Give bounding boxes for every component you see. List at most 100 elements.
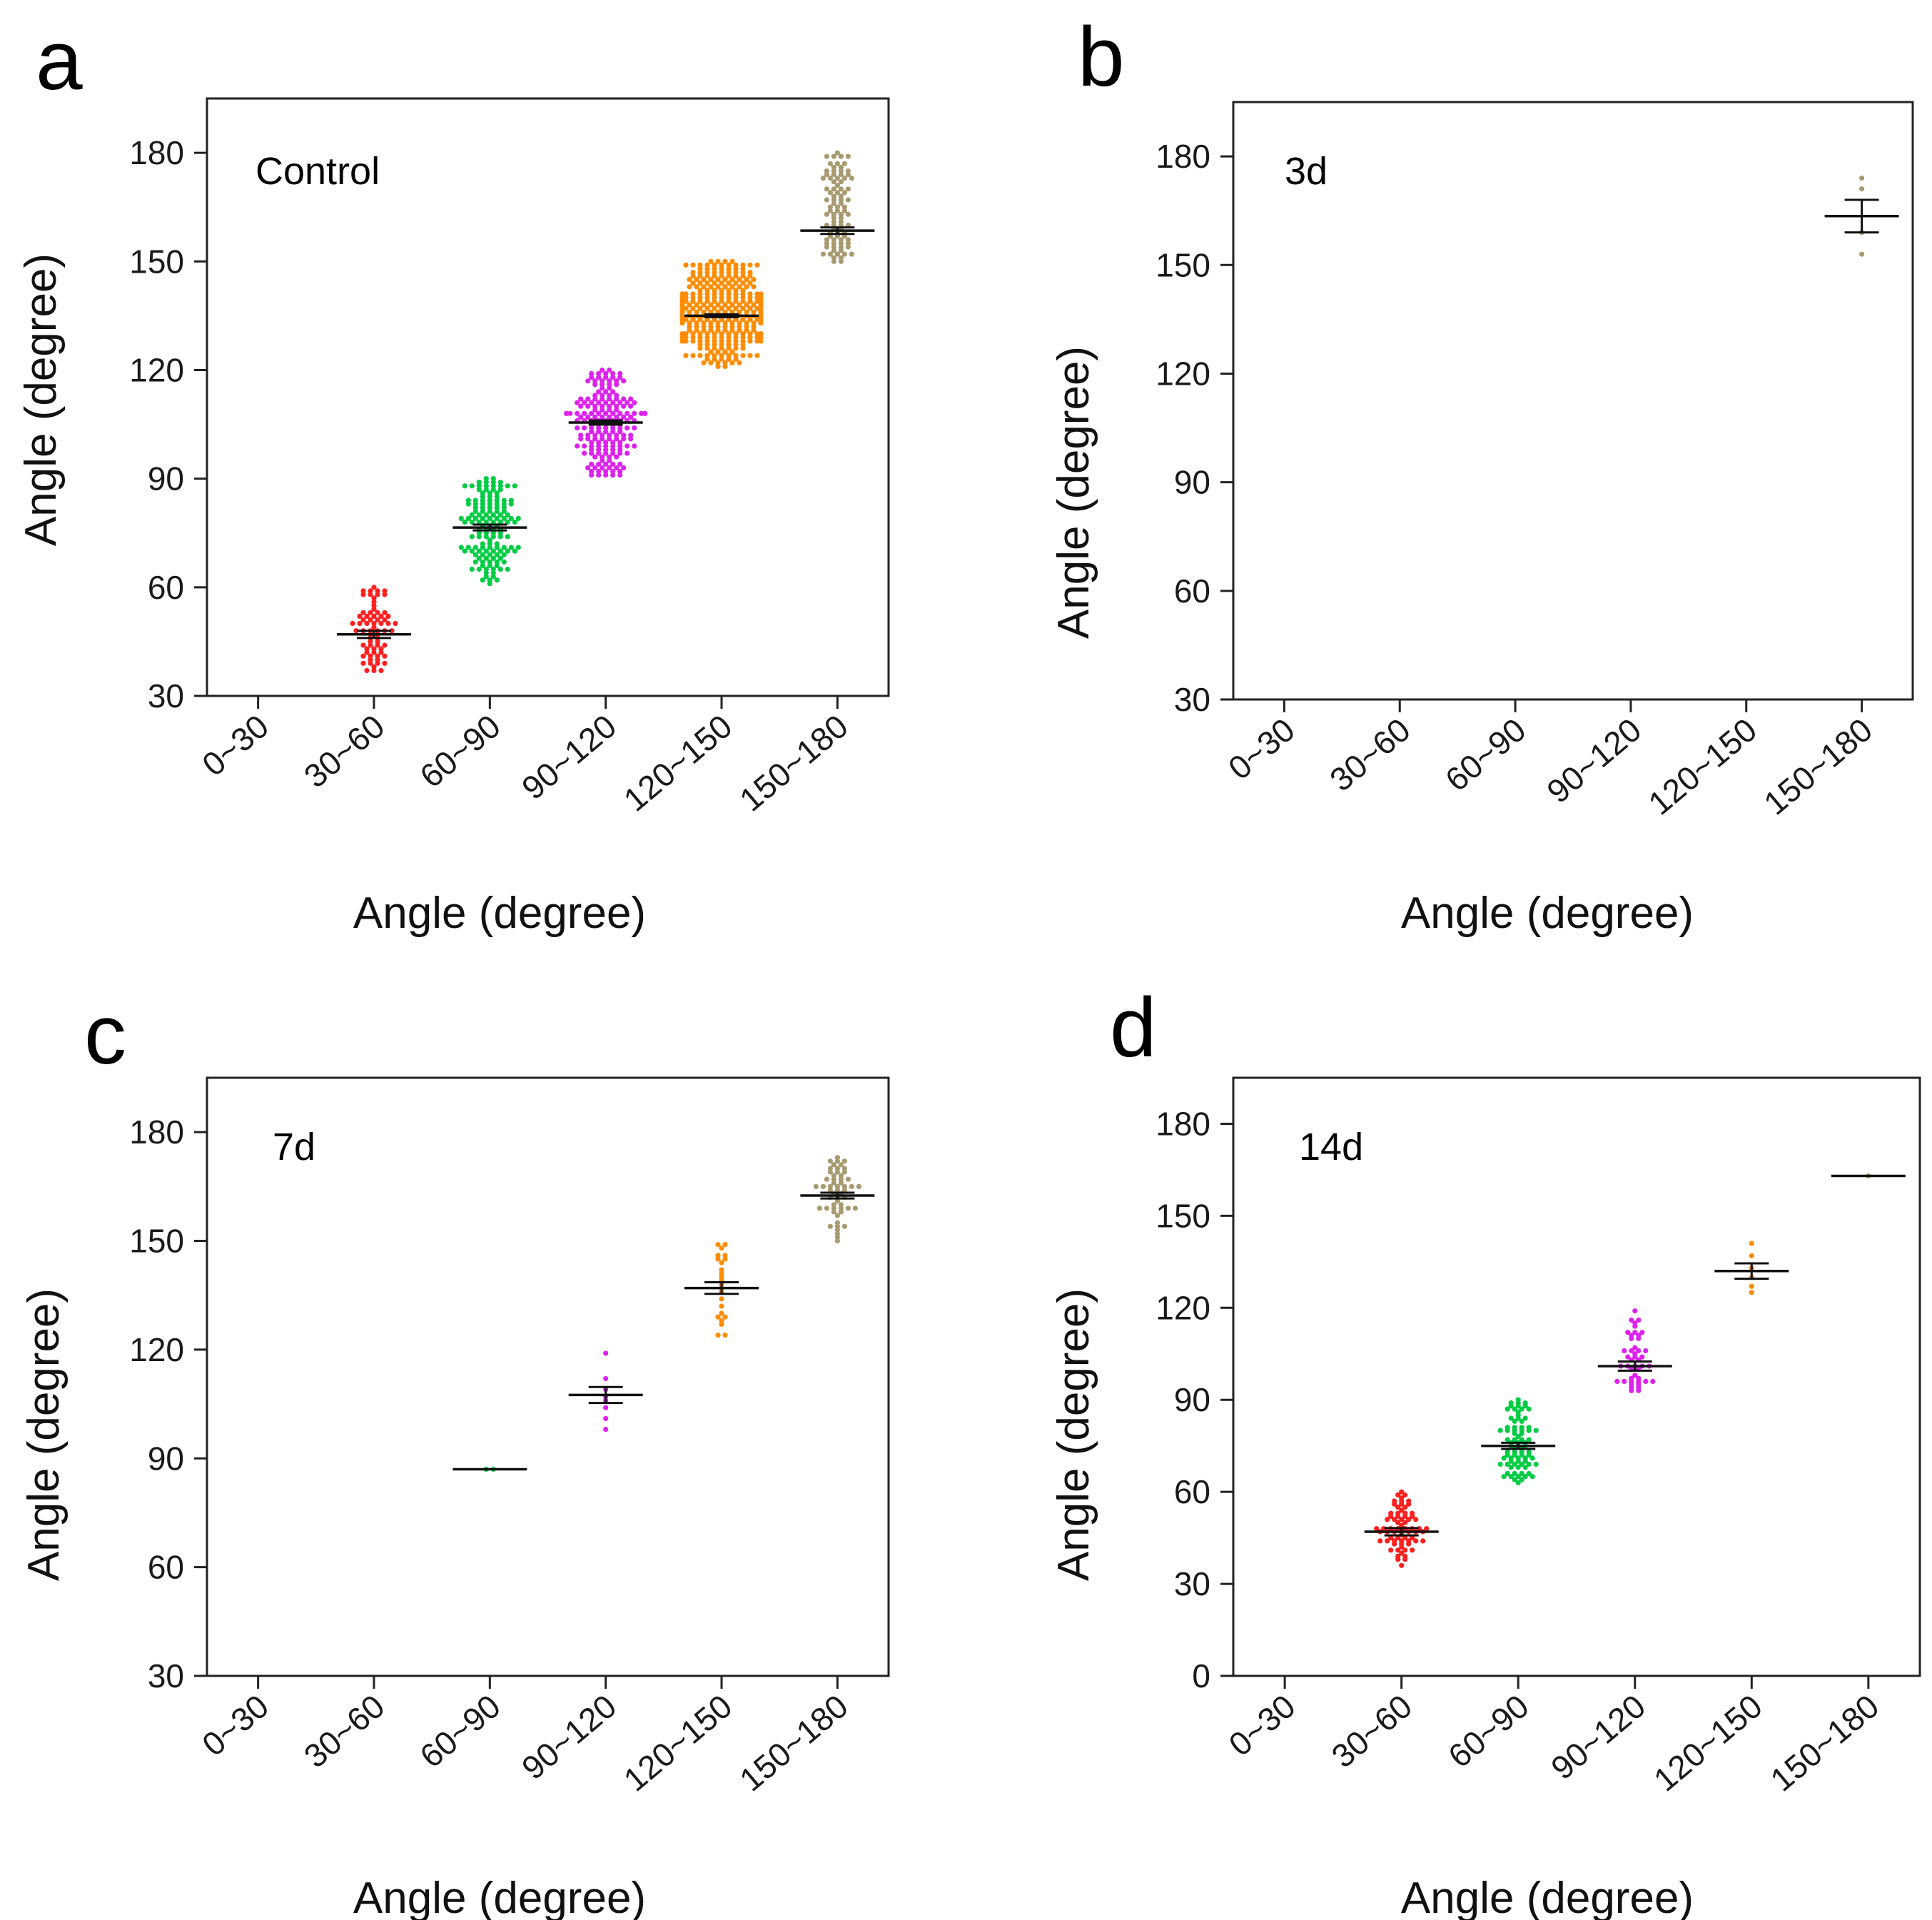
data-point	[831, 1180, 836, 1186]
data-point	[827, 190, 833, 196]
data-point	[585, 433, 591, 438]
data-point	[1406, 1498, 1412, 1504]
data-point	[592, 465, 598, 471]
data-point	[614, 403, 619, 409]
data-point	[469, 483, 475, 489]
data-point	[494, 545, 500, 550]
data-point	[465, 545, 471, 550]
data-point	[726, 262, 732, 268]
x-tick-label: 90~120	[1539, 711, 1648, 810]
data-point	[575, 410, 580, 416]
data-point	[480, 577, 485, 583]
data-point	[497, 480, 503, 485]
data-point	[690, 262, 696, 268]
data-point	[494, 559, 500, 565]
data-point	[483, 574, 489, 580]
data-point	[589, 400, 595, 405]
data-point	[831, 258, 836, 264]
data-point	[758, 302, 764, 308]
data-point	[364, 646, 370, 652]
data-point	[600, 414, 605, 420]
data-point	[582, 410, 587, 416]
data-point	[704, 331, 710, 337]
data-point	[1636, 1333, 1642, 1338]
data-point	[505, 519, 510, 525]
data-point	[704, 295, 710, 300]
data-point	[1636, 1348, 1642, 1354]
data-point	[831, 241, 836, 246]
data-point	[719, 1296, 724, 1302]
data-point	[1395, 1492, 1401, 1498]
data-point	[733, 266, 739, 271]
data-point	[838, 1162, 844, 1168]
data-point	[1406, 1538, 1412, 1544]
data-point	[469, 548, 475, 554]
data-point	[1639, 1354, 1645, 1360]
data-point	[603, 389, 609, 395]
data-point	[719, 1246, 724, 1251]
data-point	[845, 244, 851, 250]
data-point	[483, 476, 489, 482]
data-point	[744, 320, 749, 326]
data-point	[838, 201, 844, 206]
data-point	[371, 599, 377, 605]
data-point	[733, 288, 739, 293]
data-point	[687, 309, 692, 315]
data-point	[497, 555, 503, 561]
data-point	[697, 353, 703, 358]
data-point	[729, 302, 735, 308]
data-point	[687, 324, 692, 330]
data-point	[719, 1270, 724, 1276]
x-axis-title: Angle (degree)	[1401, 889, 1694, 938]
data-point	[487, 501, 492, 507]
data-point	[827, 176, 833, 181]
data-point	[726, 295, 732, 300]
data-point	[838, 1209, 844, 1215]
data-point	[614, 393, 619, 398]
data-point	[592, 414, 598, 420]
data-point	[712, 269, 717, 276]
data-point	[697, 269, 703, 276]
data-point	[472, 508, 478, 514]
data-point	[744, 328, 749, 333]
data-point	[614, 396, 619, 402]
data-point	[1512, 1437, 1517, 1442]
data-point	[708, 328, 714, 333]
data-point	[375, 639, 380, 645]
data-point	[726, 273, 732, 279]
data-point	[382, 610, 388, 615]
data-point	[501, 508, 507, 514]
data-point	[476, 534, 482, 540]
data-point	[371, 613, 377, 620]
x-tick-label: 30~60	[1322, 711, 1417, 799]
data-point	[722, 320, 728, 326]
data-point	[1402, 1553, 1408, 1559]
x-axis-title: Angle (degree)	[353, 1874, 646, 1920]
data-point	[683, 291, 689, 297]
data-point	[603, 1427, 609, 1433]
data-point	[722, 324, 728, 330]
data-point	[487, 541, 492, 547]
data-point	[737, 360, 742, 365]
data-point	[382, 660, 388, 666]
data-point	[704, 298, 710, 304]
data-point	[632, 425, 637, 431]
data-point	[758, 316, 764, 322]
data-point	[1632, 1330, 1638, 1335]
data-point	[838, 241, 844, 246]
group-150~180	[800, 150, 875, 264]
data-point	[831, 171, 836, 178]
data-point	[582, 425, 587, 431]
data-point	[621, 433, 627, 438]
data-point	[694, 284, 699, 290]
data-point	[483, 519, 489, 525]
data-point	[472, 559, 478, 565]
data-point	[737, 324, 742, 330]
data-point	[715, 320, 721, 326]
data-point	[744, 324, 749, 330]
data-point	[1614, 1378, 1620, 1384]
data-point	[687, 277, 692, 283]
data-point	[704, 335, 710, 340]
data-point	[607, 465, 612, 471]
data-point	[1399, 1562, 1405, 1568]
